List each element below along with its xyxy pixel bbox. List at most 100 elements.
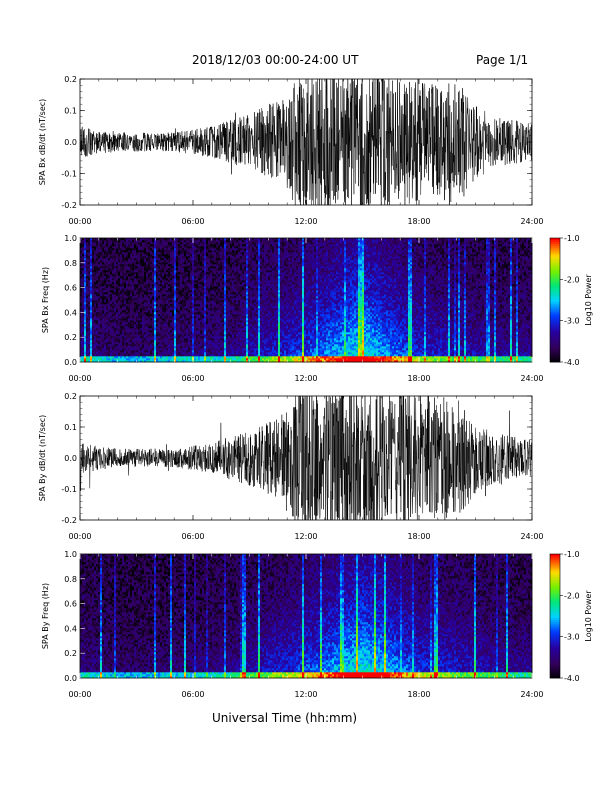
heatmap-cell	[172, 330, 175, 333]
heatmap-cell	[138, 340, 141, 343]
heatmap-cell	[166, 258, 169, 261]
heatmap-cell	[152, 340, 155, 343]
heatmap-cell	[84, 276, 87, 279]
heatmap-cell	[188, 278, 191, 281]
heatmap-cell	[170, 324, 173, 327]
heatmap-cell	[86, 262, 89, 265]
heatmap-cell	[150, 248, 153, 251]
heatmap-cell	[224, 262, 227, 265]
heatmap-cell	[184, 260, 187, 263]
heatmap-cell	[142, 310, 145, 313]
heatmap-cell	[148, 250, 151, 253]
heatmap-cell	[124, 326, 127, 329]
heatmap-cell	[112, 238, 115, 241]
heatmap-cell	[86, 326, 89, 329]
heatmap-cell	[156, 338, 159, 341]
heatmap-cell	[206, 314, 209, 317]
heatmap-cell	[162, 300, 165, 303]
heatmap-cell	[140, 342, 143, 345]
heatmap-cell	[200, 338, 203, 341]
heatmap-cell	[112, 348, 115, 351]
heatmap-cell	[234, 314, 237, 317]
heatmap-cell	[226, 338, 229, 341]
heatmap-cell	[202, 266, 205, 269]
heatmap-cell	[204, 304, 207, 307]
heatmap-cell	[88, 356, 91, 359]
heatmap-cell	[214, 274, 217, 277]
heatmap-cell	[196, 246, 199, 249]
heatmap-cell	[188, 330, 191, 333]
heatmap-cell	[86, 294, 89, 297]
heatmap-cell	[202, 272, 205, 275]
heatmap-cell	[212, 338, 215, 341]
heatmap-cell	[212, 348, 215, 351]
heatmap-cell	[178, 280, 181, 283]
heatmap-cell	[144, 358, 147, 361]
heatmap-cell	[114, 338, 117, 341]
heatmap-cell	[102, 328, 105, 331]
heatmap-cell	[202, 274, 205, 277]
heatmap-cell	[106, 296, 109, 299]
heatmap-cell	[80, 318, 83, 321]
heatmap-cell	[160, 316, 163, 319]
heatmap-cell	[116, 336, 119, 339]
heatmap-cell	[202, 342, 205, 345]
heatmap-cell	[86, 320, 89, 323]
heatmap-cell	[192, 260, 195, 263]
heatmap-cell	[198, 288, 201, 291]
heatmap-cell	[214, 342, 217, 345]
heatmap-cell	[234, 286, 237, 289]
heatmap-cell	[124, 302, 127, 305]
heatmap-cell	[90, 248, 93, 251]
heatmap-cell	[178, 346, 181, 349]
heatmap-cell	[102, 330, 105, 333]
heatmap-cell	[122, 248, 125, 251]
heatmap-cell	[110, 354, 113, 357]
heatmap-cell	[230, 294, 233, 297]
heatmap-cell	[212, 240, 215, 243]
heatmap-cell	[214, 268, 217, 271]
heatmap-cell	[220, 274, 223, 277]
heatmap-cell	[130, 306, 133, 309]
heatmap-cell	[186, 286, 189, 289]
heatmap-cell	[206, 316, 209, 319]
heatmap-cell	[114, 294, 117, 297]
heatmap-cell	[182, 358, 185, 361]
heatmap-cell	[170, 314, 173, 317]
heatmap-cell	[146, 338, 149, 341]
heatmap-cell	[198, 316, 201, 319]
heatmap-cell	[146, 328, 149, 331]
heatmap-cell	[96, 258, 99, 261]
heatmap-cell	[216, 288, 219, 291]
heatmap-cell	[202, 348, 205, 351]
heatmap-cell	[104, 334, 107, 337]
heatmap-cell	[178, 278, 181, 281]
heatmap-cell	[236, 276, 239, 279]
heatmap-cell	[86, 332, 89, 335]
heatmap-cell	[84, 252, 87, 255]
heatmap-cell	[222, 256, 225, 259]
heatmap-cell	[84, 348, 87, 351]
heatmap-cell	[216, 260, 219, 263]
heatmap-cell	[152, 284, 155, 287]
heatmap-cell	[220, 348, 223, 351]
heatmap-cell	[146, 274, 149, 277]
heatmap-cell	[150, 298, 153, 301]
heatmap-cell	[186, 328, 189, 331]
heatmap-cell	[230, 360, 233, 363]
heatmap-cell	[186, 344, 189, 347]
heatmap-cell	[170, 344, 173, 347]
heatmap-cell	[172, 286, 175, 289]
heatmap-cell	[90, 282, 93, 285]
heatmap-cell	[110, 308, 113, 311]
heatmap-cell	[200, 352, 203, 355]
heatmap-cell	[112, 324, 115, 327]
heatmap-cell	[218, 356, 221, 359]
heatmap-cell	[132, 296, 135, 299]
heatmap-cell	[222, 290, 225, 293]
heatmap-cell	[220, 240, 223, 243]
heatmap-cell	[162, 282, 165, 285]
heatmap-cell	[166, 352, 169, 355]
heatmap-cell	[102, 260, 105, 263]
heatmap-cell	[218, 244, 221, 247]
